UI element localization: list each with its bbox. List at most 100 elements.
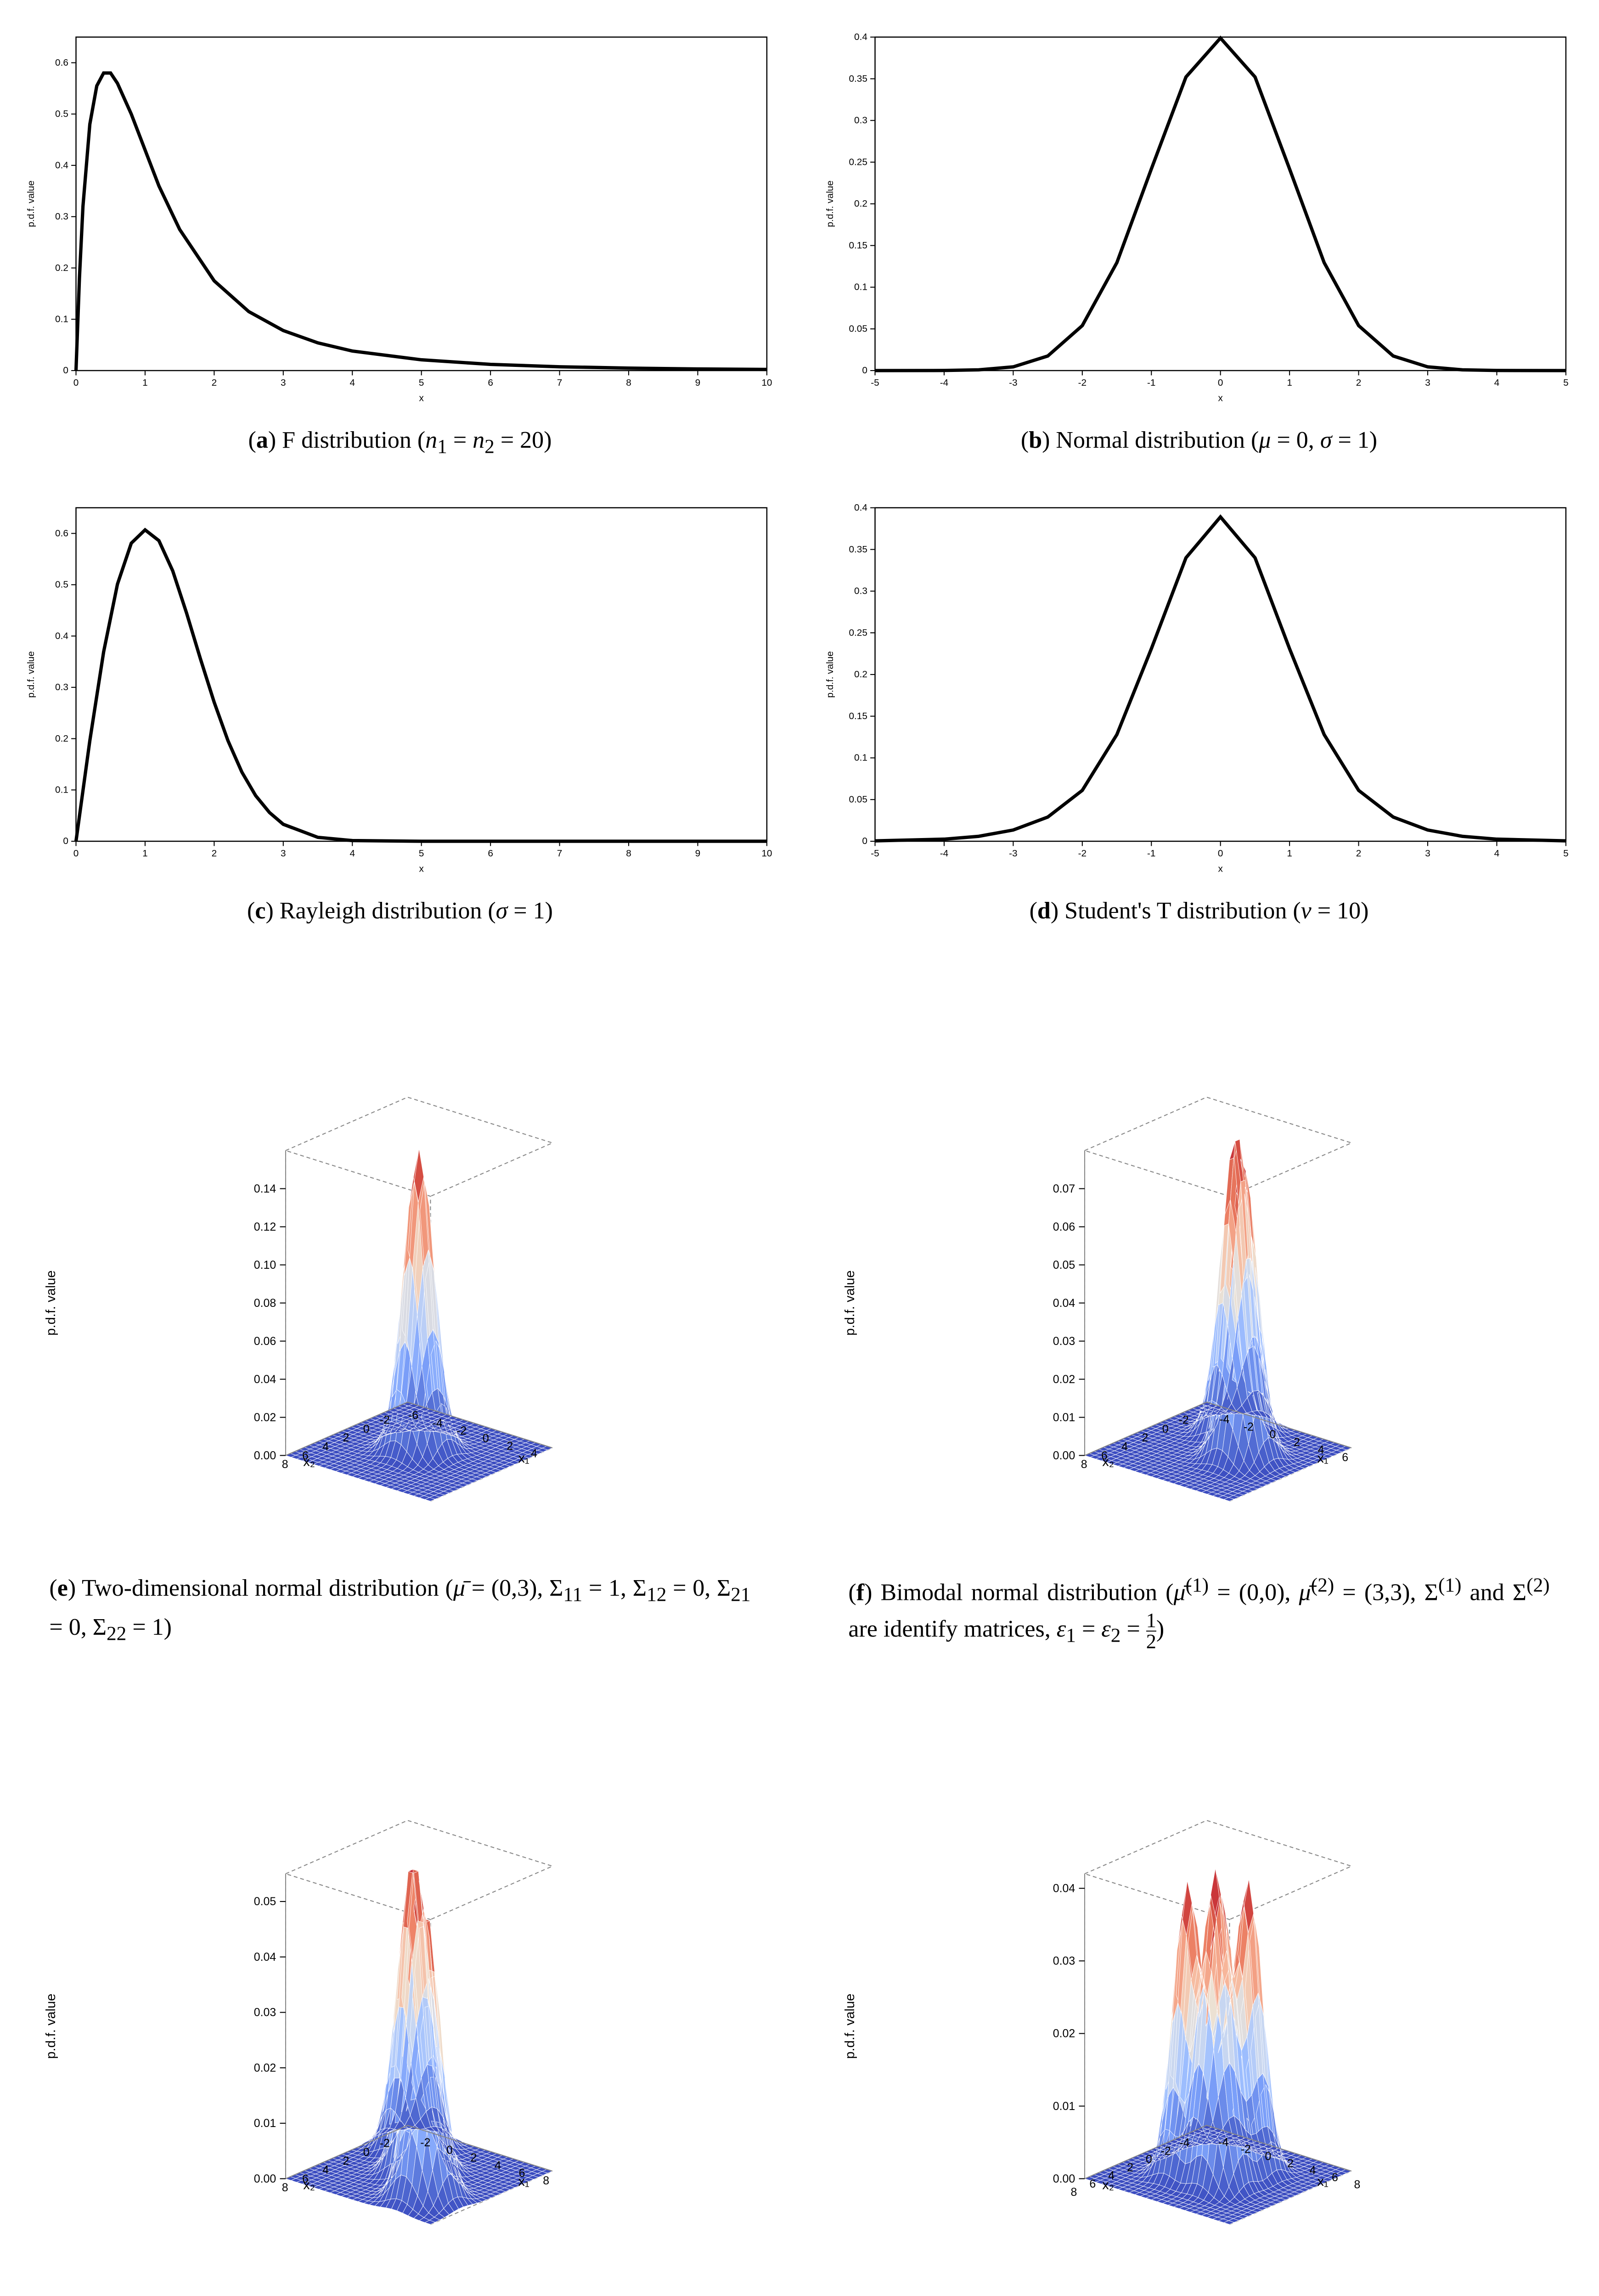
svg-text:0.35: 0.35 (849, 544, 867, 555)
caption-h: (h) Quadrimodal normal distribution (μ̄(… (848, 2293, 1549, 2296)
svg-text:4: 4 (322, 2163, 329, 2176)
svg-text:4: 4 (1494, 377, 1500, 388)
x1label: x₁ (1317, 2174, 1329, 2189)
svg-text:0.35: 0.35 (849, 73, 867, 84)
svg-text:4: 4 (349, 849, 355, 859)
plot-h: 0.000.010.020.030.04-4-202468-4-202468 p… (818, 1689, 1580, 2280)
svg-text:10: 10 (761, 849, 772, 859)
svg-text:0: 0 (73, 377, 79, 388)
svg-text:5: 5 (1563, 849, 1569, 859)
svg-text:0: 0 (1218, 849, 1223, 859)
svg-text:0.06: 0.06 (254, 1335, 276, 1348)
svg-text:0: 0 (363, 1423, 370, 1435)
xlabel: x (419, 864, 424, 874)
svg-text:-2: -2 (420, 2136, 430, 2149)
svg-text:-2: -2 (380, 2137, 390, 2150)
svg-text:6: 6 (488, 849, 493, 859)
svg-text:0: 0 (73, 849, 79, 859)
svg-text:4: 4 (531, 1447, 537, 1460)
svg-text:5: 5 (419, 849, 424, 859)
svg-text:0.04: 0.04 (1053, 1882, 1075, 1895)
caption-b: (b) Normal distribution (μ = 0, σ = 1) (848, 422, 1549, 458)
zlabel: p.d.f. value (843, 1993, 857, 2059)
svg-text:6: 6 (1332, 2171, 1338, 2184)
svg-text:0.02: 0.02 (1053, 2027, 1075, 2040)
svg-text:0.04: 0.04 (1053, 1297, 1075, 1310)
svg-text:0.15: 0.15 (849, 240, 867, 251)
svg-text:8: 8 (1354, 2178, 1361, 2191)
svg-text:2: 2 (1287, 2157, 1294, 2170)
svg-text:-5: -5 (871, 377, 879, 388)
svg-text:-4: -4 (940, 377, 948, 388)
zlabel: p.d.f. value (843, 1271, 857, 1336)
svg-text:-3: -3 (1009, 849, 1017, 859)
x2label: x₂ (1102, 2178, 1114, 2192)
svg-text:7: 7 (557, 377, 563, 388)
svg-text:0.03: 0.03 (1053, 1335, 1075, 1348)
svg-text:0.05: 0.05 (849, 794, 867, 805)
x1label: x₁ (1317, 1451, 1329, 1466)
svg-text:0.02: 0.02 (254, 2061, 276, 2074)
panel-e: 0.000.020.040.060.080.100.120.14-6-4-202… (19, 966, 781, 1652)
caption-a: (a) F distribution (n1 = n2 = 20) (49, 422, 750, 461)
svg-text:0.25: 0.25 (849, 157, 867, 167)
x1label: x₁ (518, 1451, 529, 1466)
svg-text:2: 2 (1142, 1431, 1148, 1444)
svg-text:-1: -1 (1147, 377, 1155, 388)
svg-text:0.08: 0.08 (254, 1297, 276, 1310)
svg-text:0.3: 0.3 (55, 211, 68, 222)
svg-text:5: 5 (1563, 377, 1569, 388)
svg-text:-2: -2 (1244, 1421, 1254, 1434)
svg-text:0.14: 0.14 (254, 1182, 276, 1195)
plot-c: 01234567891000.10.20.30.40.50.6 x p.d.f.… (19, 498, 781, 879)
svg-text:4: 4 (349, 377, 355, 388)
svg-text:4: 4 (1121, 1441, 1128, 1453)
svg-text:-4: -4 (940, 849, 948, 859)
svg-text:0.10: 0.10 (254, 1259, 276, 1272)
svg-text:0.01: 0.01 (1053, 1411, 1075, 1424)
svg-text:0.00: 0.00 (1053, 2172, 1075, 2185)
plot-container-g: 0.000.010.020.030.040.05-202468-202468 p… (19, 1689, 781, 2280)
panel-g: 0.000.010.020.030.040.05-202468-202468 p… (19, 1689, 781, 2296)
svg-text:0.4: 0.4 (55, 631, 68, 642)
x1label: x₁ (518, 2174, 529, 2189)
svg-text:-6: -6 (408, 1409, 418, 1422)
svg-text:0.06: 0.06 (1053, 1221, 1075, 1233)
plot-g: 0.000.010.020.030.040.05-202468-202468 p… (19, 1689, 781, 2280)
svg-text:0.00: 0.00 (254, 1449, 276, 1462)
svg-text:6: 6 (488, 377, 493, 388)
svg-text:5: 5 (419, 377, 424, 388)
plot-a: 01234567891000.10.20.30.40.50.6 x p.d.f.… (19, 28, 781, 409)
plot-d: -5-4-3-2-101234500.050.10.150.20.250.30.… (818, 498, 1580, 879)
svg-text:-3: -3 (1009, 377, 1017, 388)
svg-text:2: 2 (1356, 377, 1362, 388)
svg-text:0: 0 (63, 836, 68, 847)
svg-text:3: 3 (1425, 377, 1430, 388)
svg-text:0.01: 0.01 (1053, 2099, 1075, 2112)
svg-text:2: 2 (471, 2151, 477, 2164)
svg-text:-5: -5 (871, 849, 879, 859)
svg-text:0: 0 (862, 836, 867, 847)
svg-text:1: 1 (1287, 377, 1292, 388)
svg-text:-4: -4 (1219, 1413, 1229, 1426)
zlabel: p.d.f. value (44, 1271, 58, 1336)
ylabel: p.d.f. value (26, 651, 36, 698)
svg-text:8: 8 (626, 849, 631, 859)
plot-f: 0.000.010.020.030.040.050.060.07-4-20246… (818, 966, 1580, 1557)
svg-text:0: 0 (483, 1432, 489, 1445)
svg-text:0.00: 0.00 (254, 2172, 276, 2185)
svg-text:0.03: 0.03 (1053, 1954, 1075, 1967)
svg-text:-2: -2 (1179, 1414, 1189, 1427)
plot-container-b: -5-4-3-2-101234500.050.10.150.20.250.30.… (818, 28, 1580, 409)
svg-text:-2: -2 (1161, 2144, 1171, 2157)
svg-text:0: 0 (446, 2144, 453, 2156)
svg-text:8: 8 (543, 2174, 549, 2187)
svg-text:4: 4 (1309, 2164, 1316, 2177)
svg-text:0.02: 0.02 (1053, 1373, 1075, 1386)
svg-text:0.15: 0.15 (849, 711, 867, 721)
svg-text:0.1: 0.1 (55, 314, 68, 324)
svg-text:0.4: 0.4 (854, 32, 867, 42)
svg-text:0.00: 0.00 (1053, 1449, 1075, 1462)
svg-text:9: 9 (695, 849, 701, 859)
xlabel: x (419, 393, 424, 403)
